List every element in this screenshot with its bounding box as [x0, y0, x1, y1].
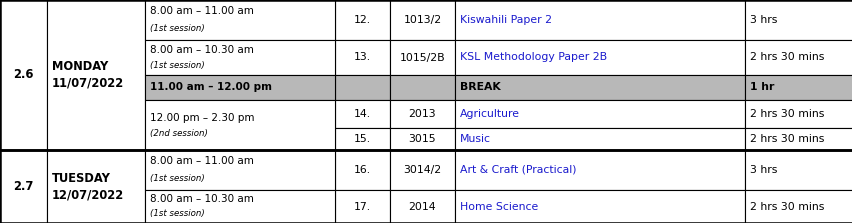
- Bar: [145, 100, 335, 150]
- Bar: [145, 75, 335, 100]
- Bar: [145, 150, 335, 190]
- Bar: [335, 40, 389, 75]
- Text: 1 hr: 1 hr: [749, 83, 774, 93]
- Bar: [389, 0, 454, 40]
- Text: 15.: 15.: [354, 134, 371, 144]
- Text: 2014: 2014: [408, 202, 436, 211]
- Bar: [145, 40, 335, 75]
- Bar: [335, 150, 389, 190]
- Bar: [744, 75, 852, 100]
- Bar: [335, 75, 389, 100]
- Text: 8.00 am – 11.00 am: 8.00 am – 11.00 am: [150, 156, 254, 166]
- Bar: [145, 100, 335, 128]
- Text: 3014/2: 3014/2: [403, 165, 441, 175]
- Text: 12.: 12.: [354, 15, 371, 25]
- Bar: [454, 190, 744, 223]
- Bar: [744, 0, 852, 40]
- Bar: [47, 0, 145, 150]
- Text: 2 hrs 30 mins: 2 hrs 30 mins: [749, 134, 824, 144]
- Bar: [744, 100, 852, 128]
- Text: 1015/2B: 1015/2B: [400, 52, 445, 62]
- Text: (1st session): (1st session): [150, 209, 204, 218]
- Bar: [145, 0, 335, 40]
- Text: Agriculture: Agriculture: [459, 109, 520, 119]
- Text: 12.00 pm – 2.30 pm: 12.00 pm – 2.30 pm: [150, 113, 254, 123]
- Text: 3015: 3015: [408, 134, 436, 144]
- Text: 17.: 17.: [354, 202, 371, 211]
- Bar: [145, 190, 335, 223]
- Text: 8.00 am – 10.30 am: 8.00 am – 10.30 am: [150, 194, 254, 204]
- Bar: [0, 150, 47, 223]
- Text: (2nd session): (2nd session): [150, 129, 208, 138]
- Bar: [145, 150, 335, 190]
- Bar: [744, 190, 852, 223]
- Bar: [389, 75, 454, 100]
- Bar: [0, 0, 47, 150]
- Text: 8.00 am – 10.30 am: 8.00 am – 10.30 am: [150, 45, 254, 55]
- Bar: [145, 75, 335, 100]
- Bar: [145, 190, 335, 223]
- Bar: [389, 40, 454, 75]
- Bar: [335, 100, 389, 128]
- Text: 11.00 am – 12.00 pm: 11.00 am – 12.00 pm: [150, 83, 272, 93]
- Text: 2.6: 2.6: [14, 68, 34, 81]
- Text: Music: Music: [459, 134, 491, 144]
- Text: 2 hrs 30 mins: 2 hrs 30 mins: [749, 109, 824, 119]
- Bar: [145, 128, 335, 150]
- Text: Art & Craft (Practical): Art & Craft (Practical): [459, 165, 576, 175]
- Text: 1013/2: 1013/2: [403, 15, 441, 25]
- Text: 3 hrs: 3 hrs: [749, 15, 776, 25]
- Text: (1st session): (1st session): [150, 24, 204, 33]
- Bar: [744, 150, 852, 190]
- Text: 3 hrs: 3 hrs: [749, 165, 776, 175]
- Bar: [0, 150, 852, 223]
- Bar: [744, 128, 852, 150]
- Bar: [335, 0, 389, 40]
- Bar: [0, 0, 852, 150]
- Bar: [744, 40, 852, 75]
- Text: 2013: 2013: [408, 109, 436, 119]
- Bar: [47, 150, 145, 223]
- Text: 2 hrs 30 mins: 2 hrs 30 mins: [749, 52, 824, 62]
- Bar: [454, 0, 744, 40]
- Bar: [335, 128, 389, 150]
- Text: KSL Methodology Paper 2B: KSL Methodology Paper 2B: [459, 52, 607, 62]
- Text: Kiswahili Paper 2: Kiswahili Paper 2: [459, 15, 551, 25]
- Text: 2 hrs 30 mins: 2 hrs 30 mins: [749, 202, 824, 211]
- Bar: [389, 100, 454, 128]
- Text: 14.: 14.: [354, 109, 371, 119]
- Text: 2.7: 2.7: [14, 180, 33, 193]
- Text: Home Science: Home Science: [459, 202, 538, 211]
- Bar: [454, 150, 744, 190]
- Bar: [389, 190, 454, 223]
- Bar: [145, 0, 335, 40]
- Bar: [335, 190, 389, 223]
- Text: (1st session): (1st session): [150, 174, 204, 183]
- Text: 13.: 13.: [354, 52, 371, 62]
- Text: 8.00 am – 11.00 am: 8.00 am – 11.00 am: [150, 6, 254, 16]
- Bar: [454, 100, 744, 128]
- Text: TUESDAY
12/07/2022: TUESDAY 12/07/2022: [52, 172, 124, 201]
- Text: BREAK: BREAK: [459, 83, 500, 93]
- Bar: [389, 128, 454, 150]
- Bar: [454, 75, 744, 100]
- Bar: [454, 40, 744, 75]
- Text: MONDAY
11/07/2022: MONDAY 11/07/2022: [52, 60, 124, 89]
- Bar: [454, 128, 744, 150]
- Bar: [389, 150, 454, 190]
- Text: 16.: 16.: [354, 165, 371, 175]
- Bar: [145, 40, 335, 75]
- Text: (1st session): (1st session): [150, 61, 204, 70]
